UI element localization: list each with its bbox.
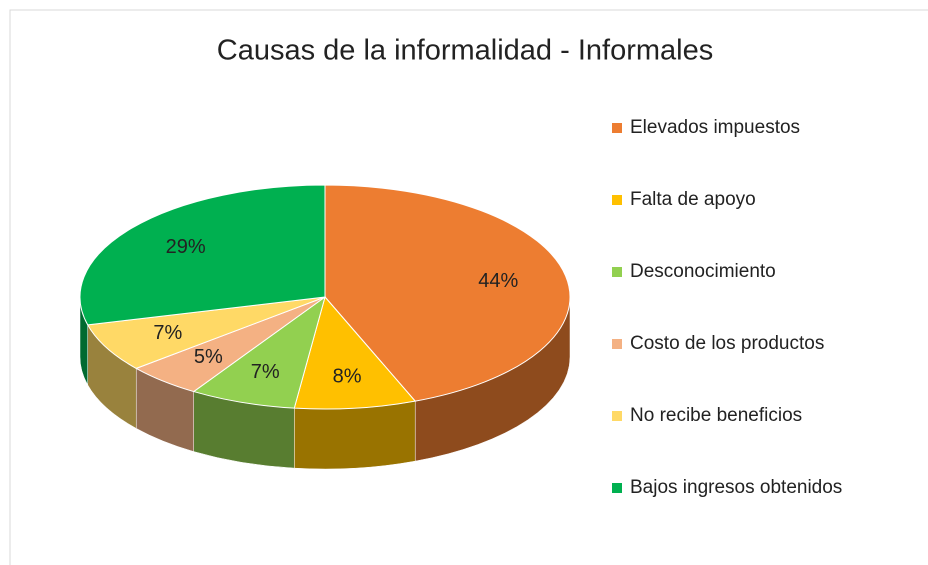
slice xyxy=(293,295,417,410)
legend-item: Falta de apoyo xyxy=(612,184,902,216)
data-label: 5% xyxy=(194,346,223,368)
slice xyxy=(79,184,326,326)
legend-swatch xyxy=(612,411,622,421)
legend-label: Elevados impuestos xyxy=(630,117,801,138)
legend-label: Bajos ingresos obtenidos xyxy=(630,477,843,498)
data-label: 29% xyxy=(166,236,206,258)
data-label: 7% xyxy=(153,322,182,344)
data-label: 8% xyxy=(333,365,362,387)
legend-swatch xyxy=(612,267,622,277)
legend-label: Desconocimiento xyxy=(630,261,776,282)
legend-item: Elevados impuestos xyxy=(612,112,902,144)
legend-item: Bajos ingresos obtenidos xyxy=(612,472,902,504)
legend-item: Desconocimiento xyxy=(612,256,902,288)
slice xyxy=(86,296,326,369)
legend-label: Costo de los productos xyxy=(630,333,825,354)
legend-swatch xyxy=(612,195,622,205)
slice xyxy=(324,184,571,402)
slice-side xyxy=(294,400,416,470)
legend-swatch xyxy=(612,339,622,349)
legend-label: No recibe beneficios xyxy=(630,405,803,426)
legend-item: No recibe beneficios xyxy=(612,400,902,432)
legend-label: Falta de apoyo xyxy=(630,189,756,210)
slice xyxy=(192,295,326,409)
data-label: 7% xyxy=(251,361,280,383)
legend-swatch xyxy=(612,483,622,493)
legend-item: Costo de los productos xyxy=(612,328,902,360)
chart-title: Causas de la informalidad - Informales xyxy=(217,35,713,67)
chart-frame xyxy=(9,9,928,565)
legend-swatch xyxy=(612,123,622,133)
data-label: 44% xyxy=(478,270,518,292)
